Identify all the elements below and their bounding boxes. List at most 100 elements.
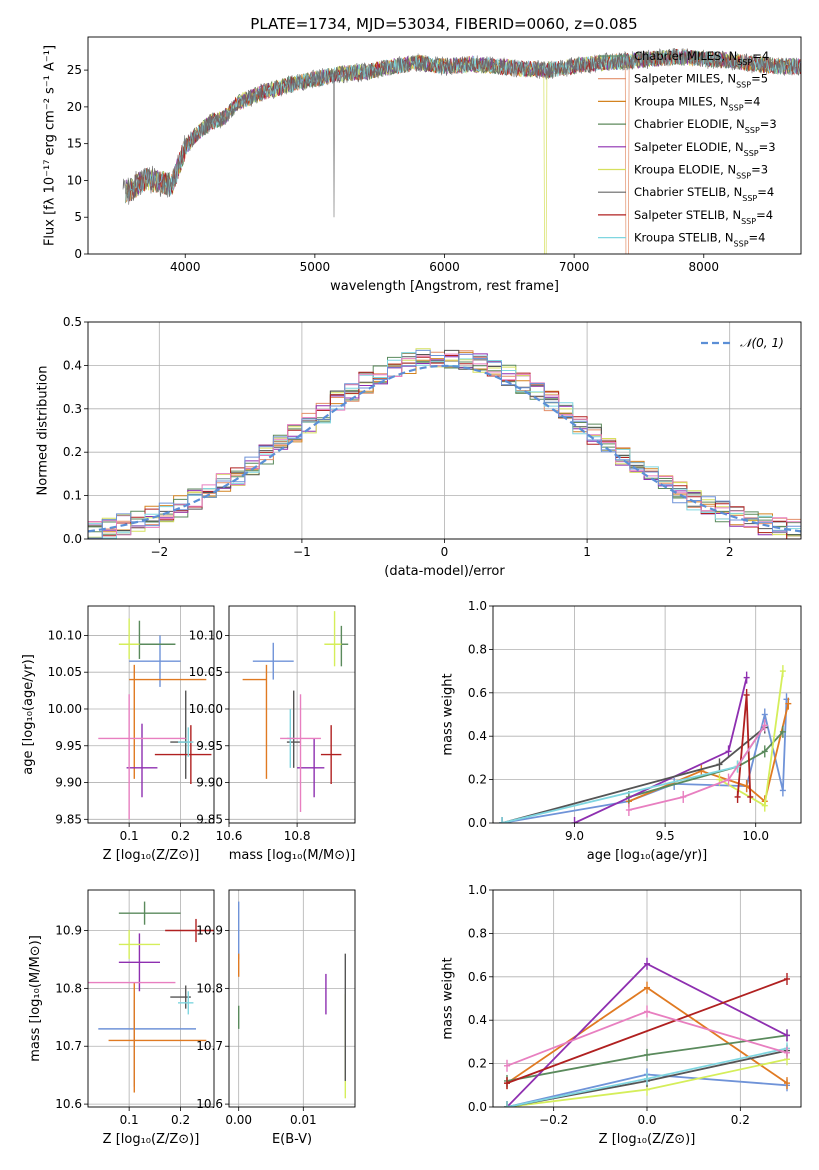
series [499, 665, 792, 823]
legend-subscript: SSP [736, 80, 751, 89]
y-tick-label: 0.6 [468, 970, 487, 984]
y-axis-label: mass [log₁₀(M/M⊙)] [28, 935, 43, 1062]
x-tick-label: 2 [726, 545, 734, 559]
y-tick-label: 0.5 [63, 315, 82, 329]
legend-subscript: SSP [729, 103, 744, 112]
panel-spectrum: 4000 5000 6000 7000 8000 0 5 10 15 20 25 wavelength… [43, 36, 802, 294]
x-tick-label: 10.0 [742, 829, 769, 843]
x-tick-label: 5000 [300, 260, 331, 274]
y-tick-label: 0.3 [63, 402, 82, 416]
y-tick-label: 1.0 [468, 883, 487, 897]
legend-nssp: =4 [752, 49, 769, 63]
panel-mass_vs_Z: 0.1 0.2 10.6 10.7 10.8 10.9 Z [log₁₀(Z/Z⊙)] mas… [28, 889, 215, 1147]
legend-label: Kroupa STELIB, NSSP=4 [634, 231, 765, 249]
y-tick-label: 10.10 [189, 628, 223, 642]
y-tick-label: 0.6 [468, 686, 487, 700]
axes-frame [492, 605, 802, 824]
y-tick-label: 10.10 [48, 628, 82, 642]
y-tick-label: 10.00 [48, 702, 82, 716]
y-tick-label: 10 [67, 173, 82, 187]
series-line [574, 677, 748, 823]
y-tick-label: 10.7 [55, 1039, 82, 1053]
histogram-step [88, 349, 801, 539]
y-tick-label: 10.05 [48, 665, 82, 679]
y-tick-label: 0.8 [468, 642, 487, 656]
legend-nssp: =3 [751, 163, 768, 177]
y-tick-label: 0.0 [63, 532, 82, 546]
x-tick-label: 9.0 [565, 829, 584, 843]
x-tick-label: 0 [441, 545, 449, 559]
legend-label: 𝒩(0, 1) [740, 336, 784, 350]
points [242, 611, 349, 812]
panel-weight_vs_age: 9.0 9.5 10.0 0.0 0.2 0.4 0.6 0.8 1.0 age [log₁₀(a… [440, 599, 802, 863]
points [88, 901, 214, 1093]
legend-nssp: =4 [749, 231, 766, 245]
legend-label: Salpeter ELODIE, NSSP=3 [634, 140, 776, 158]
y-axis-label: age [log₁₀(age/yr)] [21, 654, 36, 775]
x-axis-label: age [log₁₀(age/yr)] [587, 848, 708, 863]
y-tick-label: 0.8 [468, 926, 487, 940]
y-tick-label: 9.95 [55, 739, 82, 753]
x-axis-label: Z [log₁₀(Z/Z⊙)] [599, 1132, 696, 1147]
panel-age_vs_mass: 10.6 10.8 9.85 9.90 9.95 10.00 10.05 10.10 mass … [189, 605, 356, 863]
points [98, 618, 212, 820]
axes-frame [87, 889, 215, 1108]
legend-subscript: SSP [745, 126, 760, 135]
legend-label: Kroupa ELODIE, NSSP=3 [634, 163, 768, 181]
x-tick-label: 1 [583, 545, 591, 559]
x-tick-label: 8000 [688, 260, 719, 274]
x-tick-label: −2 [150, 545, 168, 559]
legend-subscript: SSP [741, 216, 756, 225]
panel-weight_vs_Z: −0.2 0.0 0.2 0.0 0.2 0.4 0.6 0.8 1.0 Z [log₁₀(Z/Z… [440, 883, 802, 1147]
y-tick-label: 10.05 [189, 665, 223, 679]
y-tick-label: 10.9 [55, 924, 82, 938]
y-tick-label: 25 [67, 63, 82, 77]
axes-frame [228, 605, 356, 824]
legend-label: Salpeter STELIB, NSSP=4 [634, 208, 773, 226]
x-tick-label: 4000 [170, 260, 201, 274]
x-tick-label: 10.8 [284, 829, 311, 843]
axes-frame [228, 889, 356, 1108]
legend-subscript: SSP [737, 58, 752, 67]
y-tick-label: 10.8 [196, 981, 223, 995]
x-axis-label: Z [log₁₀(Z/Z⊙)] [103, 848, 200, 863]
y-tick-label: 20 [67, 100, 82, 114]
axes-frame [87, 605, 215, 824]
series [504, 957, 790, 1107]
spectrum-lines [122, 47, 801, 254]
legend-nssp: =4 [756, 208, 773, 222]
y-tick-label: 10.6 [55, 1097, 82, 1111]
x-tick-label: −0.2 [539, 1113, 568, 1127]
points [237, 901, 347, 1099]
y-axis-label: Normed distribution [35, 366, 50, 496]
histograms [88, 348, 801, 539]
legend-nssp: =4 [757, 185, 774, 199]
y-tick-label: 9.95 [196, 739, 223, 753]
panels: 4000 5000 6000 7000 80000510152025wavelength… [21, 36, 802, 1147]
y-tick-label: 0.1 [63, 489, 82, 503]
axes-frame [492, 889, 802, 1108]
y-tick-label: 0.0 [468, 1100, 487, 1114]
y-tick-label: 9.85 [55, 812, 82, 826]
legend-nssp: =3 [760, 117, 777, 131]
x-axis-label: Z [log₁₀(Z/Z⊙)] [103, 1132, 200, 1147]
y-tick-label: 10.8 [55, 981, 82, 995]
legend-nssp: =4 [744, 94, 761, 108]
x-tick-label: 0.1 [120, 1113, 139, 1127]
x-tick-label: 0.1 [120, 829, 139, 843]
y-axis-label: mass weight [440, 957, 455, 1039]
legend-subscript: SSP [734, 239, 749, 248]
legend-label: Chabrier MILES, NSSP=4 [634, 49, 769, 67]
y-tick-label: 10.9 [196, 924, 223, 938]
series-line [506, 978, 788, 1084]
legend-subscript: SSP [744, 148, 759, 157]
y-tick-label: 10.00 [189, 702, 223, 716]
x-tick-label: 6000 [429, 260, 460, 274]
x-tick-label: 0.0 [637, 1113, 656, 1127]
y-tick-label: 0.2 [63, 445, 82, 459]
legend-nssp: =5 [751, 72, 768, 86]
axes-frame [87, 36, 802, 255]
panel-age_vs_Z: 0.1 0.2 9.85 9.90 9.95 10.00 10.05 10.10 Z [log₁… [21, 605, 215, 863]
panel-residuals: −2 −1 0 1 2 0.0 0.1 0.2 0.3 0.4 0.5 (data-model)/er… [35, 315, 802, 579]
